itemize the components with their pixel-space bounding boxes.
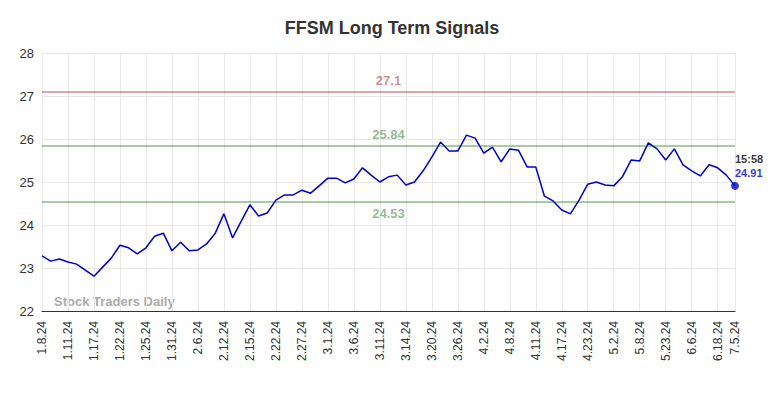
- svg-text:27: 27: [20, 89, 34, 104]
- svg-text:2.27.24: 2.27.24: [295, 321, 309, 361]
- svg-text:1.25.24: 1.25.24: [139, 321, 153, 361]
- svg-text:28: 28: [20, 46, 34, 61]
- svg-text:6.18.24: 6.18.24: [711, 321, 725, 361]
- svg-text:1.8.24: 1.8.24: [35, 321, 49, 355]
- svg-text:4.11.24: 4.11.24: [529, 321, 543, 360]
- svg-text:3.6.24: 3.6.24: [347, 321, 361, 355]
- svg-text:24.91: 24.91: [735, 167, 763, 179]
- svg-text:2.15.24: 2.15.24: [243, 321, 257, 361]
- svg-text:2.6.24: 2.6.24: [191, 321, 205, 355]
- svg-text:1.11.24: 1.11.24: [61, 321, 75, 360]
- svg-text:4.17.24: 4.17.24: [555, 321, 569, 361]
- svg-text:3.11.24: 3.11.24: [373, 321, 387, 360]
- svg-text:1.22.24: 1.22.24: [113, 321, 127, 361]
- svg-text:4.2.24: 4.2.24: [477, 321, 491, 355]
- svg-text:24: 24: [20, 218, 34, 233]
- svg-text:5.8.24: 5.8.24: [633, 321, 647, 355]
- svg-text:25: 25: [20, 175, 34, 190]
- svg-text:3.26.24: 3.26.24: [451, 321, 465, 361]
- svg-text:1.17.24: 1.17.24: [87, 321, 101, 361]
- svg-text:4.23.24: 4.23.24: [581, 321, 595, 361]
- svg-text:4.8.24: 4.8.24: [503, 321, 517, 355]
- svg-text:23: 23: [20, 261, 34, 276]
- svg-text:7.5.24: 7.5.24: [728, 321, 742, 355]
- svg-text:26: 26: [20, 132, 34, 147]
- svg-text:2.12.24: 2.12.24: [217, 321, 231, 361]
- svg-text:3.1.24: 3.1.24: [321, 321, 335, 355]
- svg-text:3.20.24: 3.20.24: [425, 321, 439, 361]
- svg-text:Stock Traders Daily: Stock Traders Daily: [54, 294, 175, 309]
- svg-text:22: 22: [20, 304, 34, 319]
- svg-text:5.2.24: 5.2.24: [607, 321, 621, 355]
- svg-text:3.14.24: 3.14.24: [399, 321, 413, 361]
- svg-text:FFSM Long Term Signals: FFSM Long Term Signals: [285, 18, 500, 38]
- svg-text:2.22.24: 2.22.24: [269, 321, 283, 361]
- svg-text:6.6.24: 6.6.24: [685, 321, 699, 355]
- svg-text:1.31.24: 1.31.24: [165, 321, 179, 361]
- svg-text:24.53: 24.53: [372, 206, 405, 221]
- svg-text:25.84: 25.84: [372, 127, 405, 142]
- svg-text:15:58: 15:58: [735, 153, 763, 165]
- svg-text:27.1: 27.1: [376, 73, 401, 88]
- svg-text:5.23.24: 5.23.24: [659, 321, 673, 361]
